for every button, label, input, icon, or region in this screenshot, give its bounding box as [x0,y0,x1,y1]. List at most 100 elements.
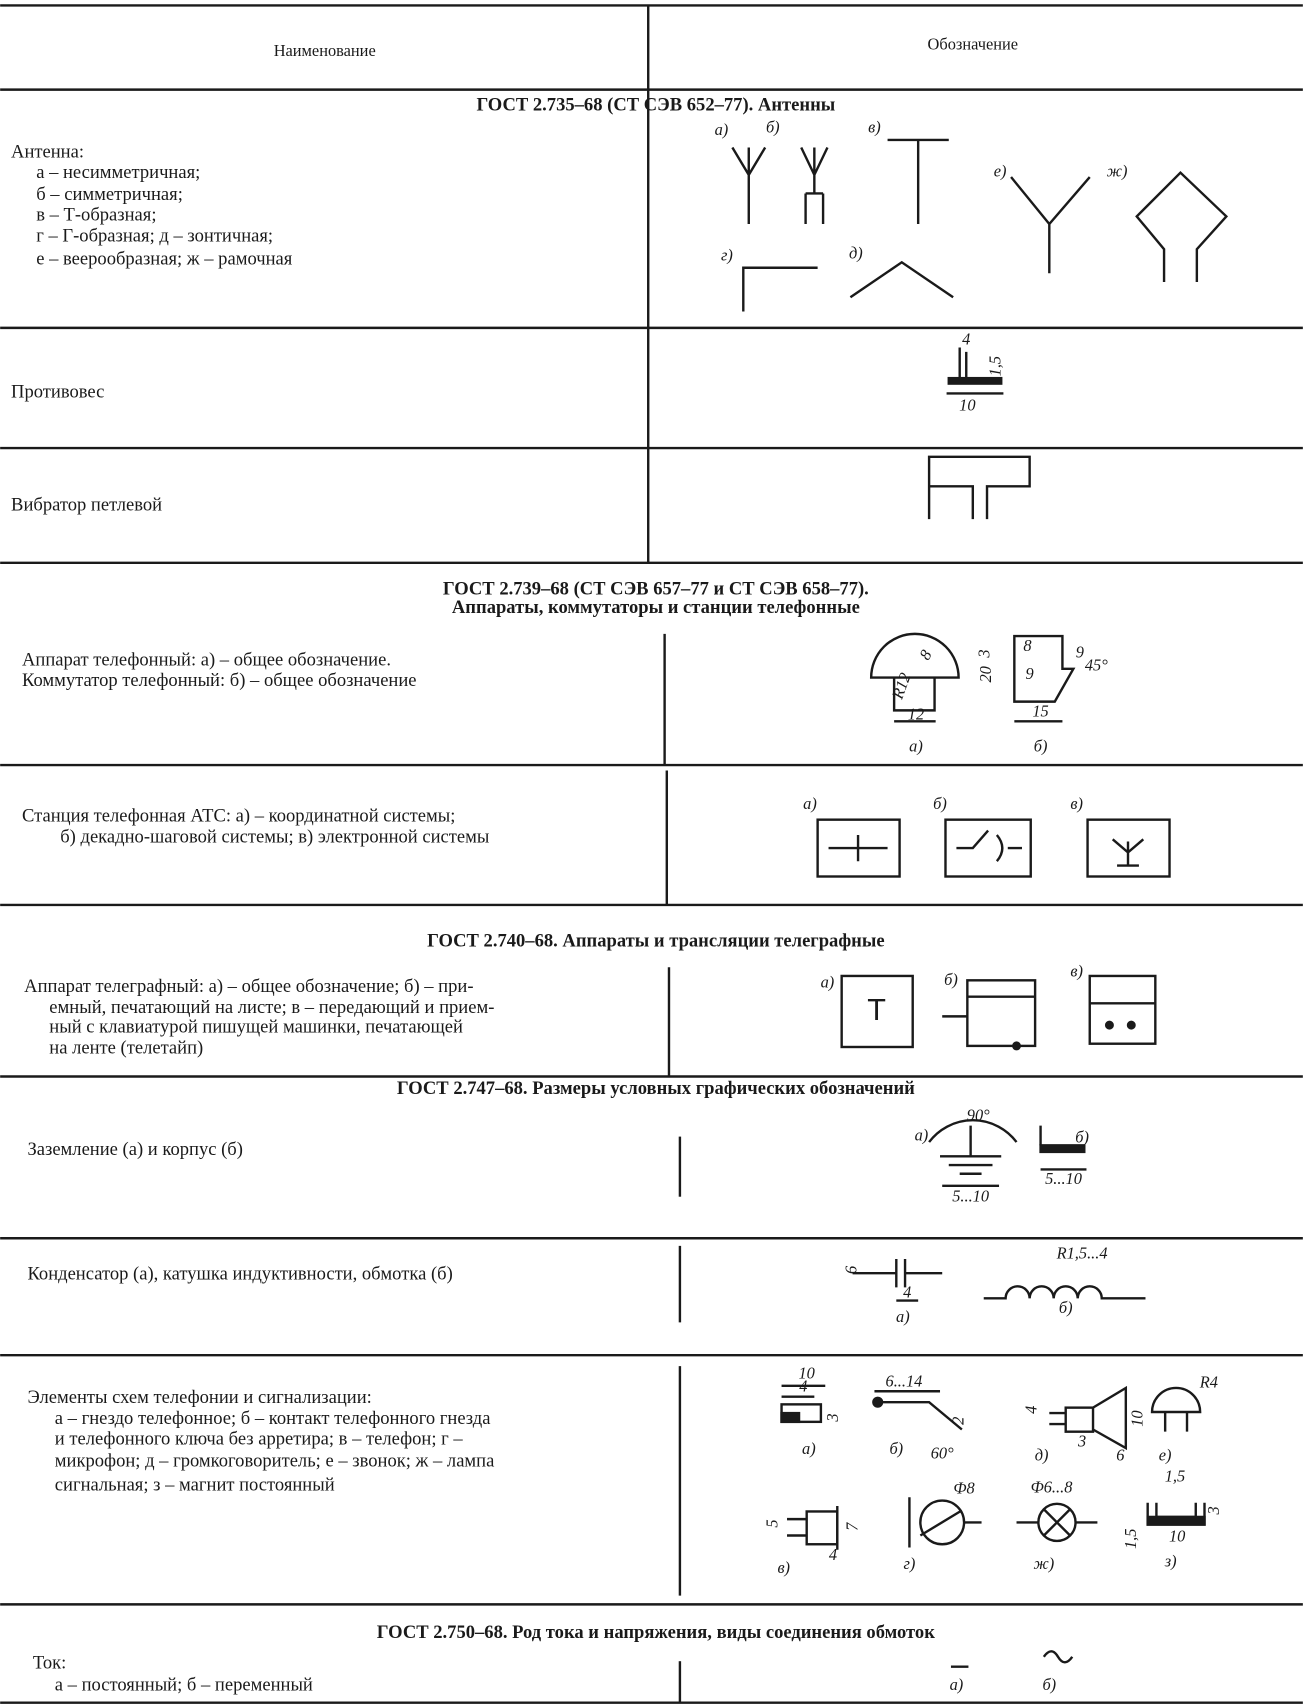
symbol-label: б) [766,118,780,137]
row-name: Конденсатор (а), катушка индуктивности, … [27,1264,452,1285]
symbol-label: 10 [1128,1410,1147,1426]
symbol-label: г) [721,246,733,265]
symbol-label: в) [777,1558,790,1577]
row-name: Заземление (а) и корпус (б) [27,1139,242,1160]
rules [0,4,1303,1704]
symbol-label: 4 [799,1377,807,1396]
symbol-label: б) [1034,736,1048,755]
text-layer: ГОСТ 2.735–68 (СТ СЭВ 652–77). Антенны Ан… [11,94,1223,1695]
symbol-label: 6 [841,1265,860,1274]
column-header: Наименование [274,41,376,60]
section-title: Аппараты, коммутаторы и станции телефонн… [452,597,860,618]
symbol-label: 10 [1169,1526,1185,1545]
row-name: Аппарат телеграфный: а) – общее обозначе… [24,976,473,997]
symbol-label: а) [803,794,817,813]
symbol-label: д) [849,243,863,262]
row-name: емный, печатающий на листе; в – передающ… [49,997,494,1018]
symbol-label: 4 [903,1283,911,1302]
symbol-label: 2 [948,1417,967,1425]
row-name: г – Г-образная; д – зонтичная; [36,225,273,246]
symbol-label: г) [904,1554,916,1573]
section-title: ГОСТ 2.735–68 (СТ СЭВ 652–77). Антенны [476,94,835,115]
symbol-label: а) [915,1125,929,1144]
symbol-label: а) [950,1675,964,1694]
symbol-label: 4 [829,1545,837,1564]
symbol-label: в) [1070,961,1083,980]
row-name: в – Т-образная; [36,205,156,226]
row-name: ный с клавиатурой пишущей машинки, печат… [49,1017,463,1038]
symbol-label: 15 [1032,701,1048,720]
symbol-label: б) [1042,1675,1056,1694]
section-title: ГОСТ 2.747–68. Размеры условных графичес… [397,1078,915,1099]
symbol-label: 9 [1076,642,1084,661]
symbol-label: 6 [1116,1446,1125,1465]
symbol-label: а) [909,736,923,755]
column-header: Обозначение [928,35,1019,54]
symbol-label: в) [1070,794,1083,813]
row-name: а – несимметричная; [36,162,200,183]
symbol-label: з) [1164,1552,1177,1571]
symbol-label: 8 [1023,636,1031,655]
row-name: б – симметричная; [36,184,183,205]
symbol-label: 3 [1204,1506,1223,1515]
symbol-label: 7 [842,1522,861,1531]
symbol-label: б) [933,794,947,813]
row-name: Аппарат телефонный: а) – общее обозначен… [22,649,391,670]
symbol-label: а) [715,120,729,139]
row-name: Антенна: [11,141,84,162]
row-name: Станция телефонная АТС: а) – координатно… [22,806,455,827]
row-name: на ленте (телетайп) [49,1037,203,1058]
symbol-label: R12 [887,670,914,702]
symbol-label: 6...14 [886,1371,923,1390]
symbol-label: 3 [823,1413,842,1422]
symbol-label: б) [1059,1298,1073,1317]
row-name: Коммутатор телефонный: б) – общее обозна… [22,670,417,691]
symbol-label: а) [896,1307,910,1326]
symbol-label: 5...10 [952,1187,989,1206]
symbol-label: 10 [959,395,975,414]
symbol-label: 5 [763,1519,782,1527]
symbol-label: б) [1075,1128,1089,1147]
symbol-label: 1,5 [1165,1466,1185,1485]
section-title: ГОСТ 2.740–68. Аппараты и трансляции тел… [427,930,885,951]
row-name: микрофон; д – громкоговоритель; е – звон… [55,1451,495,1472]
row-name: сигнальная; з – магнит постоянный [55,1475,335,1496]
row-name: Ток: [33,1653,66,1674]
row-name: Вибратор петлевой [11,494,162,515]
symbols [731,138,1229,1668]
row-name: Противовес [11,382,104,403]
symbol-label: ж) [1034,1554,1055,1573]
symbol-label: 3 [1077,1431,1086,1450]
symbol-label: 20 [976,666,995,682]
symbol-label: 1,5 [986,356,1005,376]
symbol-letter: Т [867,993,886,1027]
row-name: е – веерообразная; ж – рамочная [36,248,293,269]
symbol-label: 12 [908,705,924,724]
symbol-label: е) [994,161,1007,180]
symbol-label: б) [889,1439,903,1458]
row-name: и телефонного ключа без арретира; в – те… [55,1429,464,1450]
symbol-label: е) [1159,1446,1172,1465]
symbol-label: 8 [915,647,936,664]
symbol-label: 4 [1022,1406,1041,1414]
symbol-label: 45° [1085,655,1108,674]
symbol-label: 10 [799,1364,815,1383]
row-name: Элементы схем телефонии и сигнализации: [27,1387,371,1408]
row-name: а – постоянный; б – переменный [55,1675,313,1696]
symbol-label: 5...10 [1045,1169,1082,1188]
row-name: а – гнездо телефонное; б – контакт телеф… [55,1408,491,1429]
symbol-label: 60° [931,1443,954,1462]
symbol-label: 1,5 [1121,1529,1140,1549]
row-name: б) декадно-шаговой системы; в) электронн… [60,827,490,848]
section-title: ГОСТ 2.750–68. Род тока и напряжения, ви… [377,1622,935,1643]
symbol-label: 9 [1026,664,1034,683]
symbol-label: 4 [962,330,970,349]
symbol-label: 3 [975,649,994,658]
symbol-label: б) [944,970,958,989]
symbol-label: а) [802,1439,816,1458]
symbol-label: Ф8 [953,1478,974,1497]
symbol-label: R4 [1199,1372,1218,1391]
symbol-label: а) [821,972,835,991]
symbol-label: R1,5...4 [1056,1243,1108,1262]
